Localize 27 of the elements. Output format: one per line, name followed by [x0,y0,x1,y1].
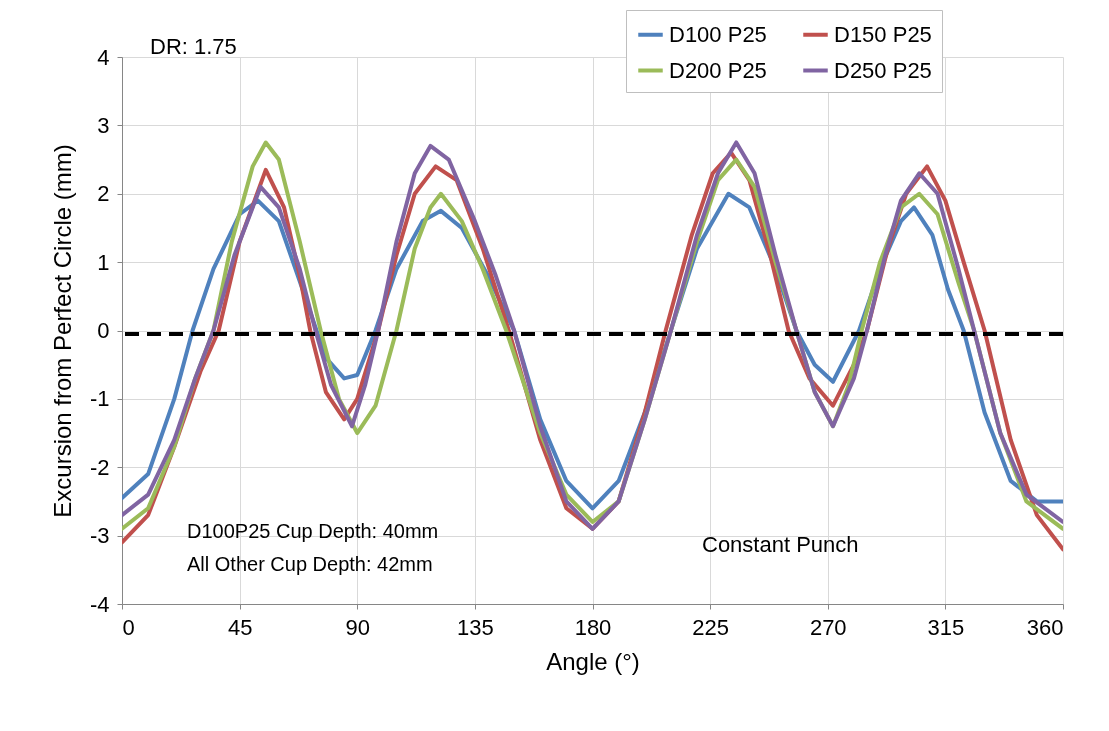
y-tick-label: -4 [89,591,110,617]
x-axis-title: Angle (°) [546,647,640,675]
annotation: DR: 1.75 [150,34,237,59]
annotation: Constant Punch [702,532,859,557]
y-tick-label: 4 [97,44,110,70]
legend-label: D250 P25 [834,57,932,83]
y-tick-label: 3 [97,112,110,138]
y-tick-label: -3 [89,523,110,549]
y-axis-title: Excursion from Perfect Circle (mm) [48,144,76,518]
annotation: D100P25 Cup Depth: 40mm All Other Cup Depth: 42mm [187,520,439,575]
y-tick-label: -2 [89,454,110,480]
y-tick-label: -1 [89,386,110,412]
x-tick-label: 315 [927,614,965,640]
x-tick-label: 90 [345,614,370,640]
x-tick-label: 360 [1026,614,1064,640]
y-tick-label: 2 [97,181,110,207]
x-tick-label: 180 [574,614,612,640]
x-tick-label: 270 [809,614,847,640]
y-tick-label: 1 [97,249,110,275]
x-tick-label: 0 [122,614,135,640]
x-tick-label: 45 [227,614,253,640]
legend-label: D200 P25 [669,57,767,83]
legend-label: D150 P25 [834,21,932,47]
y-tick-label: 0 [97,318,110,343]
legend-label: D100 P25 [669,21,767,47]
x-tick-label: 135 [457,614,494,640]
x-tick-label: 225 [692,614,729,640]
